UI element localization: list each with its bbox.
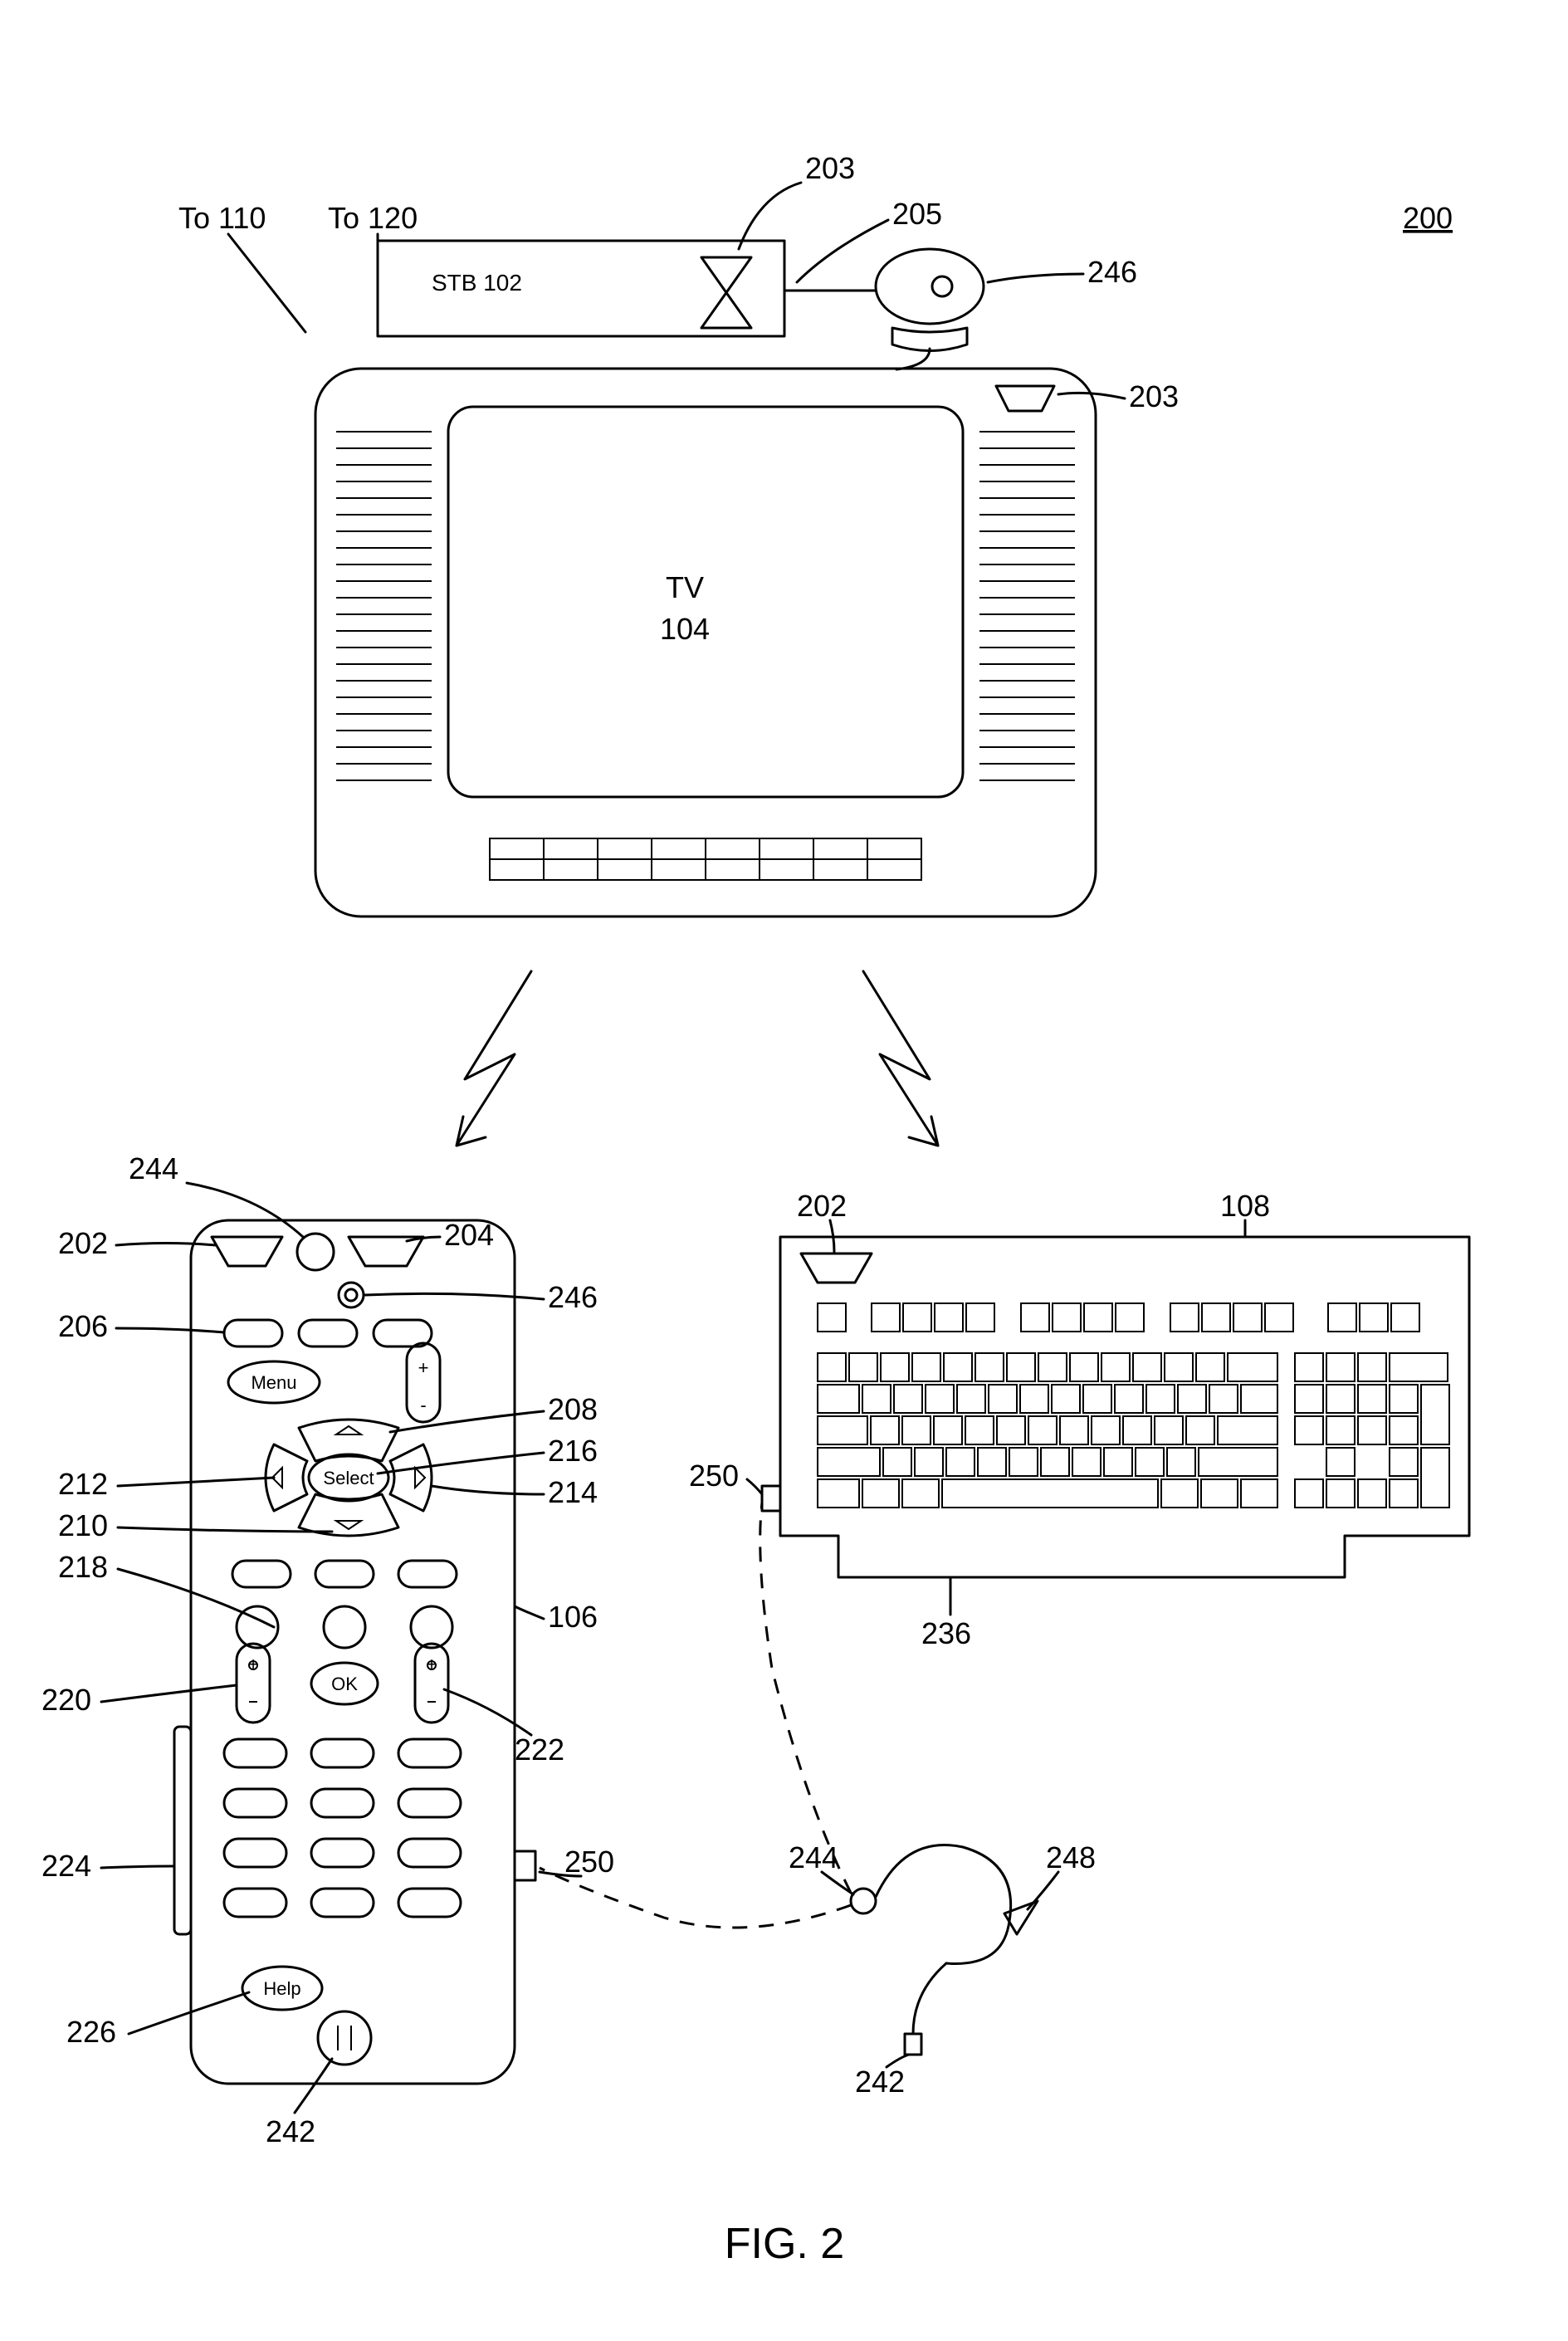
remote-dpad: Select [266,1420,432,1536]
ref-220: 220 [42,1683,91,1717]
ref-246b: 246 [548,1280,598,1314]
label-to-110: To 110 [178,201,266,235]
tv-label-2: 104 [660,612,710,646]
ref-106: 106 [548,1600,598,1634]
ref-202b: 202 [797,1189,847,1223]
ref-250a: 250 [564,1845,614,1879]
television: TV 104 [315,369,1096,916]
remote-ok-label: OK [331,1674,358,1694]
tv-speaker-right [979,432,1075,780]
ref-205: 205 [892,197,942,231]
svg-text:+: + [427,1654,437,1674]
remote-control: Menu + - Select + OK + [174,1220,535,2084]
ref-242b: 242 [855,2065,905,2099]
ref-202a: 202 [58,1226,108,1260]
ref-108: 108 [1220,1189,1270,1223]
set-top-box: STB 102 [378,241,784,336]
ref-210: 210 [58,1508,108,1542]
ref-246a: 246 [1087,255,1137,289]
ref-203a: 203 [805,151,855,185]
headset [851,1845,1038,2055]
ref-203b: 203 [1129,379,1179,413]
keyboard [762,1237,1469,1577]
ref-244b: 244 [789,1840,838,1874]
ref-212: 212 [58,1467,108,1501]
ref-236: 236 [921,1616,971,1650]
svg-text:+: + [248,1654,259,1674]
ref-214: 214 [548,1475,598,1509]
patent-figure: 200 To 110 To 120 STB 102 203 205 246 TV… [0,0,1568,2341]
tv-label-1: TV [666,570,704,604]
ref-204: 204 [444,1218,494,1252]
ref-224: 224 [42,1849,91,1883]
ref-226: 226 [66,2015,116,2049]
tv-button-row [490,838,921,880]
label-to-120: To 120 [328,201,418,235]
wireless-bolt-right [863,971,938,1146]
remote-menu-label: Menu [251,1372,296,1393]
ref-218: 218 [58,1550,108,1584]
wireless-bolt-left [457,971,531,1146]
ref-242a: 242 [266,2114,315,2148]
figure-label: FIG. 2 [725,2220,844,2268]
ref-208: 208 [548,1392,598,1426]
svg-text:-: - [420,1395,426,1415]
ref-206: 206 [58,1309,108,1343]
ref-216: 216 [548,1434,598,1468]
figure-number: 200 [1403,201,1453,235]
remote-help-label: Help [263,1978,300,1999]
ref-222: 222 [515,1733,564,1767]
ref-248: 248 [1046,1840,1096,1874]
webcam [876,249,984,351]
tv-speaker-left [336,432,432,780]
ref-250b: 250 [689,1459,739,1493]
stb-label: STB 102 [432,270,522,296]
svg-text:+: + [418,1357,429,1378]
ref-244a: 244 [129,1151,178,1185]
remote-select-label: Select [323,1468,374,1488]
